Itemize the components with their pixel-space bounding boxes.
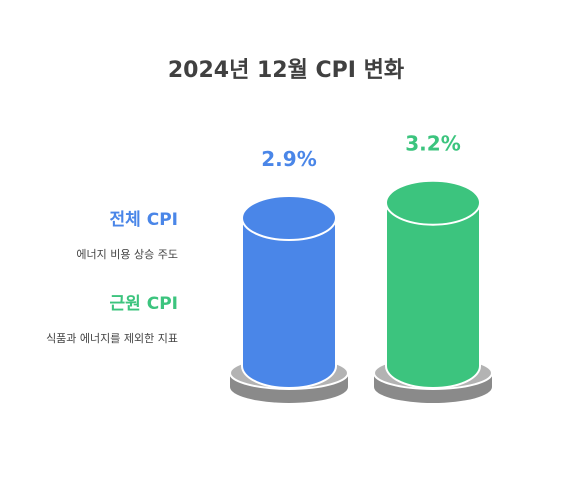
- bar-1-cylinder-top: [241, 195, 337, 241]
- bar-2-cylinder-top: [385, 179, 481, 226]
- bar-1-value-label: 2.9%: [261, 147, 316, 171]
- legend-label-total-cpi: 전체 CPI: [109, 210, 178, 230]
- bar-1-cylinder: [241, 217, 337, 389]
- legend-desc-core-cpi: 식품과 에너지를 제외한 지표: [46, 332, 178, 345]
- chart-title: 2024년 12월 CPI 변화: [167, 58, 405, 83]
- legend-desc-total-cpi: 에너지 비용 상승 주도: [76, 248, 178, 261]
- legend-label-core-cpi: 근원 CPI: [109, 294, 178, 314]
- bar-2-cylinder: [385, 201, 481, 389]
- bar-2-value-label: 3.2%: [405, 132, 460, 156]
